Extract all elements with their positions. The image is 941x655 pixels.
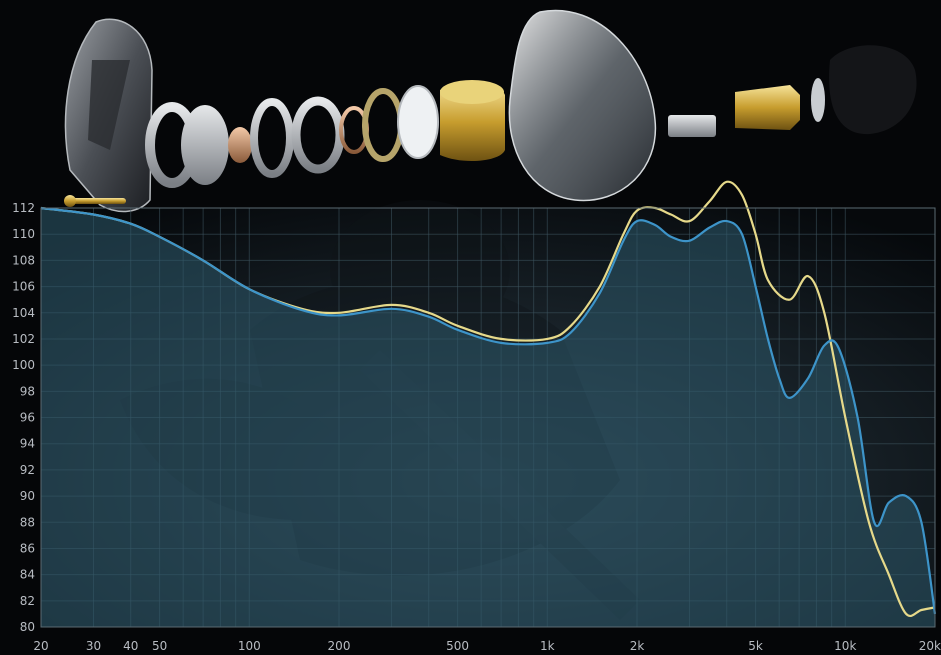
x-tick-label: 40 bbox=[123, 639, 138, 653]
x-tick-label: 5k bbox=[748, 639, 763, 653]
x-tick-label: 10k bbox=[834, 639, 856, 653]
x-tick-label: 50 bbox=[152, 639, 167, 653]
y-tick-label: 92 bbox=[20, 463, 35, 477]
y-tick-label: 94 bbox=[20, 437, 35, 451]
x-tick-label: 100 bbox=[238, 639, 261, 653]
sound-tube bbox=[668, 115, 716, 137]
y-tick-label: 80 bbox=[20, 620, 35, 634]
y-tick-label: 84 bbox=[20, 568, 35, 582]
y-tick-label: 104 bbox=[12, 306, 35, 320]
y-tick-label: 82 bbox=[20, 594, 35, 608]
y-tick-label: 90 bbox=[20, 489, 35, 503]
gold-pin bbox=[66, 198, 126, 204]
blue-series-line bbox=[40, 206, 937, 615]
x-tick-label: 2k bbox=[630, 639, 645, 653]
gold-nozzle bbox=[735, 85, 800, 130]
foam-eartip bbox=[829, 45, 917, 135]
x-tick-label: 200 bbox=[328, 639, 351, 653]
earphone-exploded-view bbox=[64, 9, 917, 213]
x-tick-label: 20k bbox=[919, 639, 941, 653]
y-tick-label: 96 bbox=[20, 411, 35, 425]
y-tick-label: 86 bbox=[20, 541, 35, 555]
y-tick-label: 112 bbox=[12, 201, 35, 215]
x-tick-label: 500 bbox=[446, 639, 469, 653]
blue-series-area bbox=[41, 208, 935, 627]
y-axis-tick-labels: 80 82 84 86 88 90 92 94 96 98 100 102 104 106 108 110 11… bbox=[12, 201, 35, 634]
x-tick-label: 20 bbox=[33, 639, 48, 653]
y-tick-label: 88 bbox=[20, 515, 35, 529]
x-tick-label: 1k bbox=[540, 639, 555, 653]
plot-frame bbox=[40, 207, 936, 628]
y-tick-label: 102 bbox=[12, 332, 35, 346]
x-tick-label: 30 bbox=[86, 639, 101, 653]
y-tick-label: 98 bbox=[20, 384, 35, 398]
x-axis-tick-labels: 20 30 40 50 100 200 500 1k 2k 5k 10k 20k bbox=[33, 639, 941, 653]
ring-2 bbox=[250, 98, 294, 178]
disc-1 bbox=[181, 105, 229, 185]
y-tick-label: 106 bbox=[12, 280, 35, 294]
clear-shell bbox=[508, 9, 657, 202]
y-tick-label: 108 bbox=[12, 253, 35, 267]
y-tick-label: 110 bbox=[12, 227, 35, 241]
y-tick-label: 100 bbox=[12, 358, 35, 372]
